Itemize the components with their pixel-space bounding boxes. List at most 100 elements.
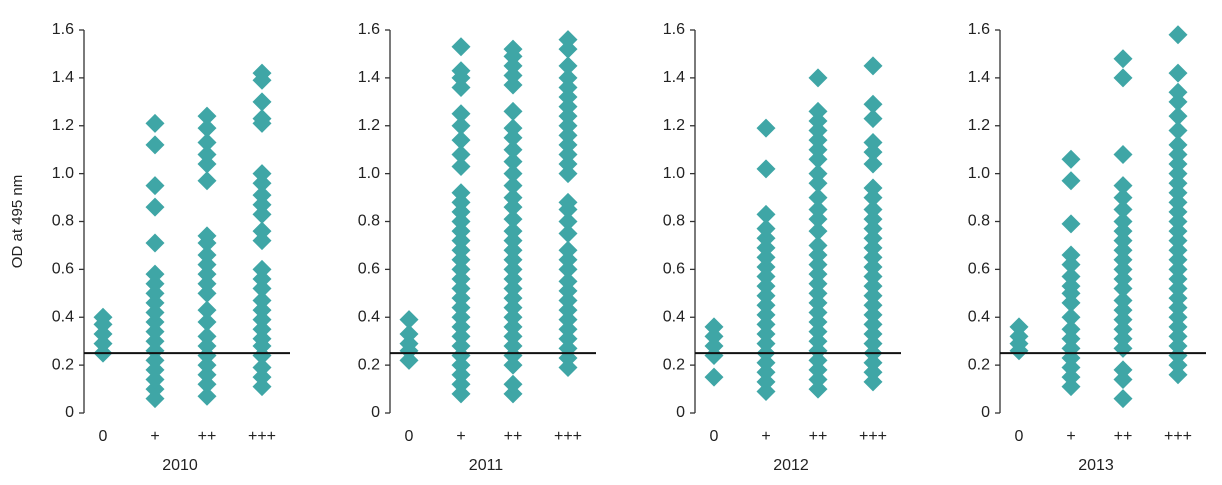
data-point (252, 92, 272, 112)
y-tick-label: 1.4 (52, 69, 74, 86)
x-tick-label: 0 (1015, 428, 1024, 445)
data-point (503, 197, 523, 217)
data-point (863, 228, 883, 248)
data-point (1168, 173, 1188, 193)
data-point (808, 140, 828, 160)
data-point (1061, 149, 1081, 169)
data-point (808, 173, 828, 193)
data-point (558, 223, 578, 243)
data-point (252, 204, 272, 224)
data-point (756, 286, 776, 306)
data-point (252, 300, 272, 320)
data-point (808, 245, 828, 265)
data-point (808, 331, 828, 351)
data-point (558, 154, 578, 174)
y-tick-label: 1.2 (52, 117, 74, 134)
data-point (252, 269, 272, 289)
data-point (756, 247, 776, 267)
data-point (93, 324, 113, 344)
data-point (1113, 49, 1133, 69)
x-tick-label: 0 (405, 428, 414, 445)
data-point (558, 164, 578, 184)
data-point (503, 250, 523, 270)
data-point (1061, 367, 1081, 387)
data-point (399, 350, 419, 370)
data-point (863, 209, 883, 229)
data-point (503, 118, 523, 138)
data-point (252, 367, 272, 387)
data-point (503, 75, 523, 95)
data-point (197, 245, 217, 265)
data-point (252, 109, 272, 129)
data-point (1168, 298, 1188, 318)
data-point (808, 209, 828, 229)
data-point (863, 154, 883, 174)
data-point (197, 312, 217, 332)
data-point (1168, 279, 1188, 299)
y-tick-label: 1.6 (52, 21, 74, 38)
data-point (808, 188, 828, 208)
y-tick-label: 1.4 (968, 69, 990, 86)
data-point (399, 334, 419, 354)
data-point (704, 317, 724, 337)
data-point (756, 324, 776, 344)
data-point (1168, 135, 1188, 155)
y-tick-label: 0.2 (968, 356, 990, 373)
data-point (808, 302, 828, 322)
y-tick-label: 1.6 (663, 21, 685, 38)
y-tick-label: 1.6 (968, 21, 990, 38)
data-point (1168, 240, 1188, 260)
data-point (451, 192, 471, 212)
data-point (558, 192, 578, 212)
data-point (1061, 307, 1081, 327)
y-tick-label: 1.4 (663, 69, 685, 86)
data-point (756, 305, 776, 325)
data-point (145, 350, 165, 370)
data-point (558, 300, 578, 320)
data-point (704, 346, 724, 366)
data-point (1061, 267, 1081, 287)
x-tick-label: ++ (1114, 428, 1133, 445)
data-point (145, 293, 165, 313)
data-point (503, 65, 523, 85)
data-point (863, 142, 883, 162)
data-point (145, 331, 165, 351)
data-point (197, 386, 217, 406)
data-point (451, 346, 471, 366)
data-point (863, 94, 883, 114)
data-point (503, 39, 523, 59)
y-tick-label: 1.2 (358, 117, 380, 134)
data-point (451, 61, 471, 81)
y-tick-label: 1.0 (52, 165, 74, 182)
data-point (808, 293, 828, 313)
data-point (503, 336, 523, 356)
data-point (451, 77, 471, 97)
data-point (503, 221, 523, 241)
data-point (252, 346, 272, 366)
data-point (1113, 200, 1133, 220)
data-point (756, 228, 776, 248)
data-point (558, 250, 578, 270)
data-point (503, 374, 523, 394)
data-point (558, 240, 578, 260)
data-point (1113, 240, 1133, 260)
data-point (451, 298, 471, 318)
data-point (451, 307, 471, 327)
data-point (808, 322, 828, 342)
data-point (1061, 293, 1081, 313)
data-point (399, 310, 419, 330)
data-point (863, 305, 883, 325)
data-point (451, 37, 471, 57)
y-tick-label: 0.8 (968, 213, 990, 230)
y-tick-label: 0.8 (663, 213, 685, 230)
data-point (451, 317, 471, 337)
data-point (503, 209, 523, 229)
data-point (503, 140, 523, 160)
data-point (503, 128, 523, 148)
data-point (399, 324, 419, 344)
data-point (1168, 355, 1188, 375)
data-point (145, 176, 165, 196)
data-point (1113, 279, 1133, 299)
data-point (451, 288, 471, 308)
data-point (145, 379, 165, 399)
